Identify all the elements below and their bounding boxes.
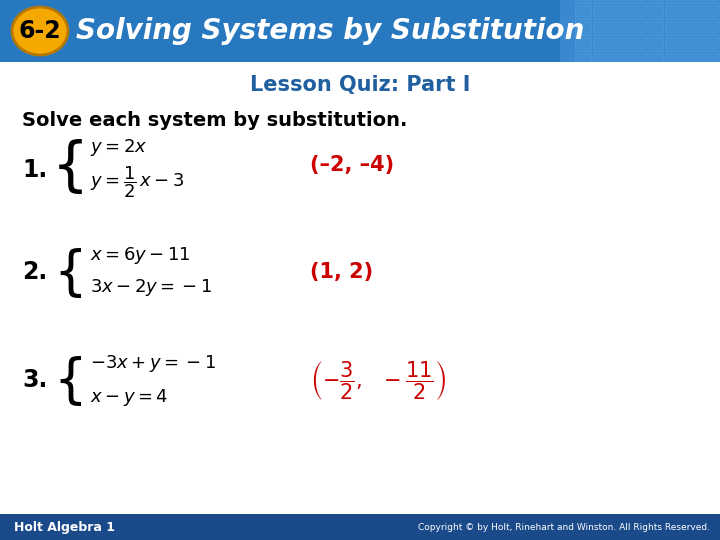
Bar (701, 18, 717, 32)
Text: (1, 2): (1, 2) (310, 262, 373, 282)
Text: Holt Algebra 1: Holt Algebra 1 (14, 521, 115, 534)
Bar (701, 2, 717, 16)
Bar (0, 62, 720, 514)
Bar (593, 50, 609, 64)
Text: $y = 2x$: $y = 2x$ (90, 138, 148, 159)
Text: (–2, –4): (–2, –4) (310, 155, 394, 175)
Bar (629, 50, 645, 64)
Bar (611, 34, 627, 48)
Bar (665, 34, 681, 48)
Bar (575, 34, 591, 48)
Bar (719, 18, 720, 32)
Bar (0, 0, 560, 62)
Bar (629, 34, 645, 48)
Bar (560, 0, 720, 62)
Text: 2.: 2. (22, 260, 48, 284)
Text: $x - y = 4$: $x - y = 4$ (90, 387, 168, 408)
Bar (683, 18, 699, 32)
Bar (665, 18, 681, 32)
Bar (629, 18, 645, 32)
Bar (719, 34, 720, 48)
Bar (575, 18, 591, 32)
Bar (611, 50, 627, 64)
Text: Copyright © by Holt, Rinehart and Winston. All Rights Reserved.: Copyright © by Holt, Rinehart and Winsto… (418, 523, 710, 531)
Text: $-3x + y = -1$: $-3x + y = -1$ (90, 353, 216, 374)
Bar (611, 2, 627, 16)
Bar (701, 34, 717, 48)
Bar (701, 50, 717, 64)
Bar (593, 34, 609, 48)
Bar (647, 18, 663, 32)
Text: {: { (53, 356, 87, 408)
Text: 1.: 1. (22, 158, 48, 182)
Bar (665, 50, 681, 64)
Bar (683, 2, 699, 16)
Bar (593, 2, 609, 16)
Bar (719, 50, 720, 64)
Bar (575, 50, 591, 64)
Text: {: { (53, 247, 87, 300)
Bar (719, 2, 720, 16)
Text: $y = \dfrac{1}{2}\,x - 3$: $y = \dfrac{1}{2}\,x - 3$ (90, 164, 184, 200)
Bar (575, 2, 591, 16)
Text: $\left( -\dfrac{3}{2},\ \ -\dfrac{11}{2} \right)$: $\left( -\dfrac{3}{2},\ \ -\dfrac{11}{2}… (310, 359, 446, 402)
Bar (0, 514, 720, 540)
Text: $x = 6y - 11$: $x = 6y - 11$ (90, 245, 191, 266)
Bar (647, 50, 663, 64)
Bar (593, 18, 609, 32)
Bar (665, 2, 681, 16)
Text: 6-2: 6-2 (19, 19, 61, 43)
Bar (683, 50, 699, 64)
Bar (647, 2, 663, 16)
Bar (611, 18, 627, 32)
Bar (629, 2, 645, 16)
Ellipse shape (12, 7, 68, 55)
Text: 3.: 3. (22, 368, 48, 392)
Bar (647, 34, 663, 48)
Text: $3x - 2y = -1$: $3x - 2y = -1$ (90, 278, 212, 299)
Text: {: { (51, 139, 89, 197)
Text: Solve each system by substitution.: Solve each system by substitution. (22, 111, 408, 130)
Text: Solving Systems by Substitution: Solving Systems by Substitution (76, 17, 585, 45)
Text: Lesson Quiz: Part I: Lesson Quiz: Part I (250, 75, 470, 95)
Bar (683, 34, 699, 48)
